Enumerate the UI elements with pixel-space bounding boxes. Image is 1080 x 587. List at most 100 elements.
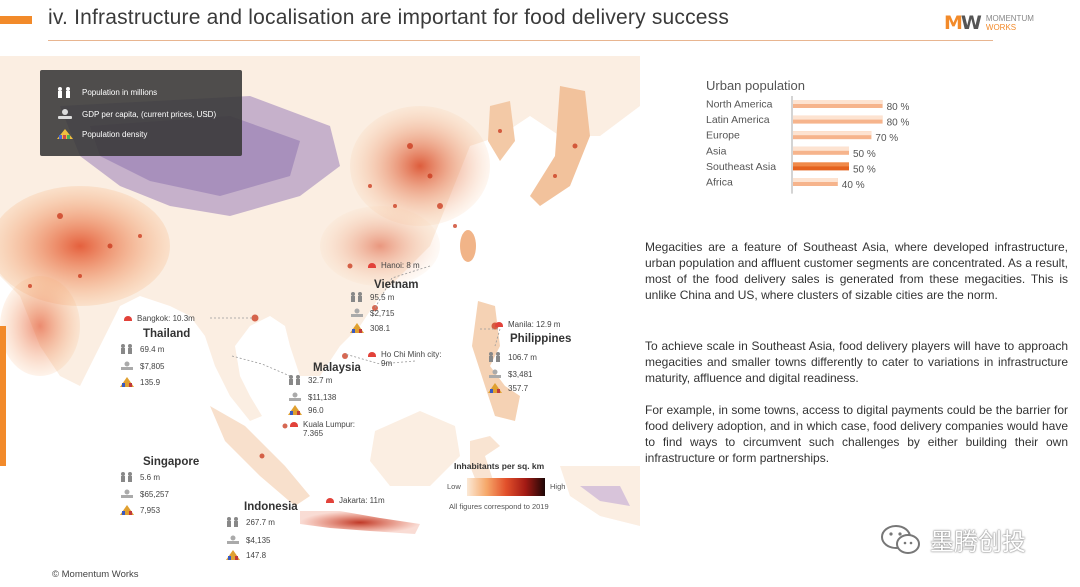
philippines-islands <box>472 301 520 421</box>
money-hand-icon <box>58 109 72 119</box>
money-hand-icon <box>121 361 133 370</box>
logo-line-2: WORKS <box>985 23 1017 32</box>
bar-highlight <box>793 162 849 167</box>
thailand-gdp: $7,805 <box>120 361 164 371</box>
bar-category-label: North America <box>706 99 773 111</box>
momentum-works-logo: MW MOMENTUM WORKS <box>944 12 1034 34</box>
japan <box>530 86 590 206</box>
country-indonesia: Indonesia <box>244 501 298 513</box>
bar-value-label: 50 % <box>853 149 876 160</box>
population-icon <box>121 344 132 354</box>
paragraph-3: For example, in some towns, access to di… <box>645 403 1068 465</box>
singapore-gdp: $65,257 <box>120 489 169 499</box>
legend-population-label: Population in millions <box>82 87 158 97</box>
density-icon <box>288 405 302 415</box>
legend-population: Population in millions <box>56 86 157 98</box>
bar-category-label: Asia <box>706 145 727 157</box>
bar-highlight <box>793 115 883 120</box>
malaysia-density: 96.0 <box>288 405 324 415</box>
logo-mark-icon: MW <box>944 12 982 34</box>
city-ho-chi-minh: Ho Chi Minh city: 9m <box>368 350 441 368</box>
city-pin-icon <box>368 263 376 268</box>
title-divider <box>48 40 993 41</box>
city-pin-icon <box>368 352 376 357</box>
country-philippines: Philippines <box>510 333 572 345</box>
vietnam-population: 95.5 m <box>350 292 394 302</box>
population-icon <box>489 352 500 362</box>
bar-highlight <box>793 131 872 136</box>
vietnam-gdp: $2,715 <box>350 308 394 318</box>
legend-gdp: GDP per capita, (current prices, USD) <box>56 108 216 120</box>
wechat-icon <box>881 524 920 554</box>
density-icon <box>120 377 134 387</box>
title-accent-bar <box>0 16 32 24</box>
money-hand-icon <box>489 369 501 378</box>
population-icon <box>289 375 300 385</box>
city-pin-icon <box>326 498 334 503</box>
bar-value-label: 80 % <box>887 102 910 113</box>
bar-value-label: 50 % <box>853 164 876 175</box>
indonesia-gdp: $4,135 <box>226 535 270 545</box>
borneo <box>370 411 460 486</box>
city-jakarta: Jakarta: 11m <box>326 496 385 505</box>
indonesia-density: 147.8 <box>226 550 266 560</box>
malaysia-population: 32.7 m <box>288 375 332 385</box>
population-density-map <box>0 46 640 566</box>
city-bangkok: Bangkok: 10.3m <box>124 314 195 323</box>
country-singapore: Singapore <box>143 456 200 468</box>
paragraph-2: To achieve scale in Southeast Asia, food… <box>645 339 1068 385</box>
thailand-density: 135.9 <box>120 377 160 387</box>
paragraph-1: Megacities are a feature of Southeast As… <box>645 240 1068 302</box>
density-icon <box>350 323 364 333</box>
philippines-density: 357.7 <box>488 383 528 393</box>
population-icon <box>58 87 70 98</box>
bar-category-label: Europe <box>706 130 740 142</box>
money-hand-icon <box>227 535 239 544</box>
philippines-gdp: $3,481 <box>488 369 532 379</box>
density-scale-note: All figures correspond to 2019 <box>449 502 549 511</box>
density-icon <box>57 129 73 139</box>
slide-title: iv. Infrastructure and localisation are … <box>48 6 730 29</box>
indonesia-population: 267.7 m <box>226 517 275 527</box>
city-pin-icon <box>124 316 132 321</box>
country-vietnam: Vietnam <box>374 279 419 291</box>
bar-highlight <box>793 146 849 151</box>
population-icon <box>351 292 362 302</box>
map-legend: Population in millions GDP per capita, (… <box>40 70 242 156</box>
density-icon <box>120 505 134 515</box>
city-kuala-lumpur: Kuala Lumpur: 7.365 <box>290 420 355 438</box>
vietnam-density: 308.1 <box>350 323 390 333</box>
city-pin-icon <box>495 322 503 327</box>
bar-highlight <box>793 178 838 182</box>
urban-chart-title: Urban population <box>706 78 806 93</box>
singapore-population: 5.6 m <box>120 472 160 482</box>
country-malaysia: Malaysia <box>313 362 361 374</box>
bar-value-label: 70 % <box>875 133 898 144</box>
logo-line-1: MOMENTUM <box>985 14 1034 23</box>
bar-category-label: Latin America <box>706 114 770 126</box>
singapore-density: 7,953 <box>120 505 160 515</box>
bar-highlight <box>793 100 883 104</box>
density-scale-high: High <box>550 482 566 491</box>
sulawesi <box>470 436 500 491</box>
city-hanoi: Hanoi: 8 m <box>368 261 420 270</box>
density-icon <box>488 383 502 393</box>
population-icon <box>121 472 132 482</box>
philippines-population: 106.7 m <box>488 352 537 362</box>
bar-value-label: 80 % <box>887 118 910 129</box>
java <box>300 511 420 534</box>
bar-value-label: 40 % <box>842 180 865 191</box>
density-color-scale <box>467 478 545 496</box>
bar-category-label: Africa <box>706 177 733 189</box>
left-accent-tab <box>0 326 6 466</box>
country-thailand: Thailand <box>143 328 191 340</box>
copyright: © Momentum Works <box>52 569 139 580</box>
city-manila: Manila: 12.9 m <box>495 320 560 329</box>
density-icon <box>226 550 240 560</box>
legend-gdp-label: GDP per capita, (current prices, USD) <box>82 109 217 119</box>
urban-population-chart: North America 80 % Latin America 80 % Europe… <box>706 96 910 194</box>
population-icon <box>227 517 238 527</box>
money-hand-icon <box>121 489 133 498</box>
legend-density-label: Population density <box>82 129 148 139</box>
watermark-text: 墨腾创投 <box>930 528 1026 556</box>
